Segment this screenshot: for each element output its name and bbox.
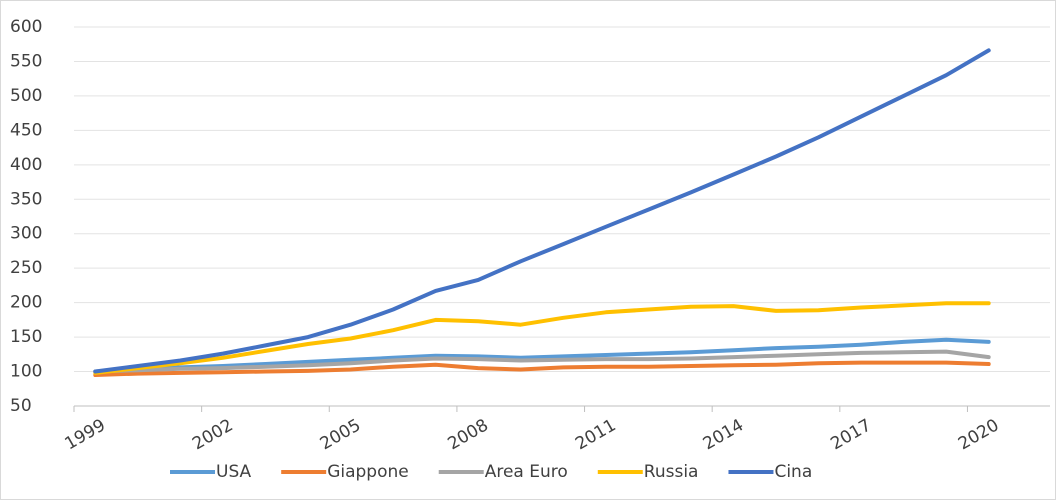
y-tick-label: 400 xyxy=(10,155,42,175)
legend-label: Area Euro xyxy=(485,462,568,482)
y-tick-label: 250 xyxy=(10,258,42,278)
y-tick-label: 200 xyxy=(10,293,42,313)
legend-label: USA xyxy=(216,462,252,482)
y-tick-label: 450 xyxy=(10,120,42,140)
y-tick-label: 500 xyxy=(10,86,42,106)
series-line xyxy=(93,360,991,377)
y-tick-label: 350 xyxy=(10,189,42,209)
y-tick-label: 50 xyxy=(10,396,32,416)
series-line xyxy=(93,48,991,374)
y-tick-label: 600 xyxy=(10,17,42,37)
legend-label: Giappone xyxy=(327,462,409,482)
series-line xyxy=(93,349,991,374)
legend-label: Cina xyxy=(774,462,812,482)
y-tick-label: 300 xyxy=(10,224,42,244)
series-line xyxy=(93,337,991,374)
y-tick-label: 100 xyxy=(10,362,42,382)
y-tick-label: 150 xyxy=(10,327,42,347)
legend-label: Russia xyxy=(644,462,699,482)
y-tick-label: 550 xyxy=(10,51,42,71)
series-line xyxy=(93,301,991,375)
